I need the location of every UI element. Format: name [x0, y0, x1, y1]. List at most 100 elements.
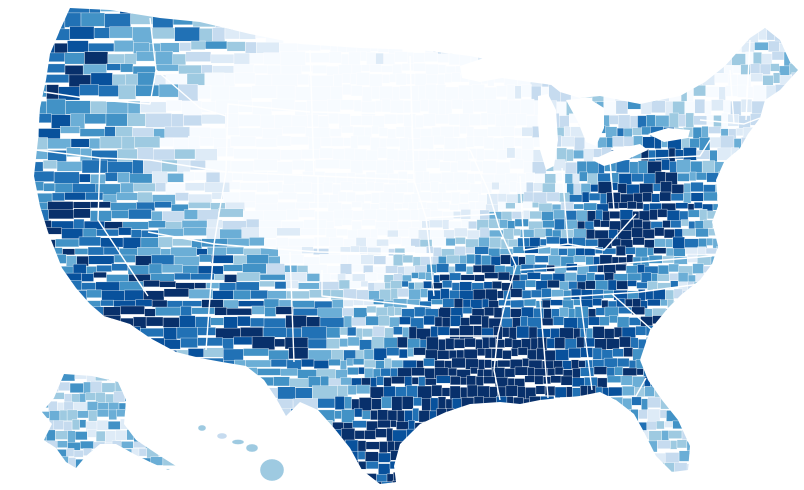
county — [201, 114, 226, 125]
county — [227, 462, 251, 472]
borough — [125, 402, 132, 413]
county — [796, 299, 798, 308]
county — [713, 462, 724, 474]
county — [632, 348, 647, 361]
county — [786, 316, 796, 327]
county — [280, 51, 306, 67]
county — [797, 367, 798, 379]
county — [433, 474, 447, 481]
county — [424, 461, 438, 476]
county — [604, 328, 615, 340]
county — [474, 173, 482, 182]
county — [377, 147, 388, 159]
county — [399, 85, 412, 100]
county — [106, 63, 121, 71]
county — [757, 439, 769, 453]
county — [434, 360, 445, 369]
county — [764, 209, 774, 223]
county — [671, 384, 684, 395]
county — [176, 327, 198, 340]
county — [349, 73, 357, 85]
county — [356, 289, 369, 301]
county — [796, 439, 798, 451]
county — [784, 255, 792, 266]
county — [588, 192, 601, 201]
county — [42, 339, 67, 351]
county — [321, 471, 330, 482]
county — [426, 74, 439, 85]
county — [451, 357, 466, 369]
county — [644, 386, 655, 397]
county — [666, 51, 675, 62]
county — [145, 113, 172, 128]
county — [150, 367, 175, 377]
county — [450, 461, 465, 474]
county — [685, 316, 699, 326]
county — [199, 442, 221, 452]
county — [255, 203, 278, 212]
county — [617, 316, 630, 329]
county — [762, 219, 771, 226]
county — [775, 440, 783, 449]
county — [472, 265, 482, 273]
county — [561, 136, 575, 147]
county — [529, 408, 540, 424]
county — [631, 227, 644, 238]
county — [201, 299, 224, 308]
county — [606, 137, 613, 148]
county — [72, 325, 88, 338]
county — [546, 409, 555, 421]
county — [170, 247, 197, 257]
county — [100, 8, 121, 12]
county — [708, 349, 715, 358]
county — [645, 40, 659, 52]
county — [524, 13, 537, 25]
county — [213, 408, 237, 421]
county — [275, 306, 294, 315]
county — [721, 396, 734, 410]
county — [560, 375, 573, 386]
county — [100, 237, 124, 248]
county — [593, 148, 602, 158]
lake-michigan — [538, 94, 558, 170]
borough — [138, 400, 152, 410]
county — [109, 26, 133, 39]
county — [591, 428, 602, 439]
county — [647, 247, 654, 256]
county — [678, 450, 693, 462]
county — [333, 218, 343, 227]
county — [790, 387, 798, 403]
county — [196, 248, 208, 256]
county — [646, 440, 658, 453]
county — [673, 288, 683, 299]
county — [343, 463, 353, 477]
county — [377, 419, 391, 428]
county — [566, 149, 574, 162]
county — [483, 149, 499, 160]
county — [652, 315, 663, 324]
county — [81, 273, 94, 282]
county — [400, 237, 411, 247]
county — [709, 472, 723, 481]
county — [404, 126, 412, 140]
county — [418, 271, 426, 280]
county — [712, 220, 723, 227]
county — [34, 421, 41, 430]
county — [700, 63, 713, 71]
borough — [43, 393, 52, 401]
county — [64, 12, 82, 28]
county — [703, 339, 715, 353]
county — [800, 182, 804, 195]
county — [261, 11, 275, 28]
county — [512, 246, 525, 254]
county — [512, 12, 525, 31]
county — [471, 408, 486, 422]
county — [689, 171, 697, 181]
county — [581, 191, 590, 203]
county — [359, 339, 372, 351]
county — [445, 338, 455, 350]
county — [34, 274, 43, 283]
county — [148, 220, 166, 228]
county — [738, 150, 747, 161]
county — [471, 84, 485, 101]
